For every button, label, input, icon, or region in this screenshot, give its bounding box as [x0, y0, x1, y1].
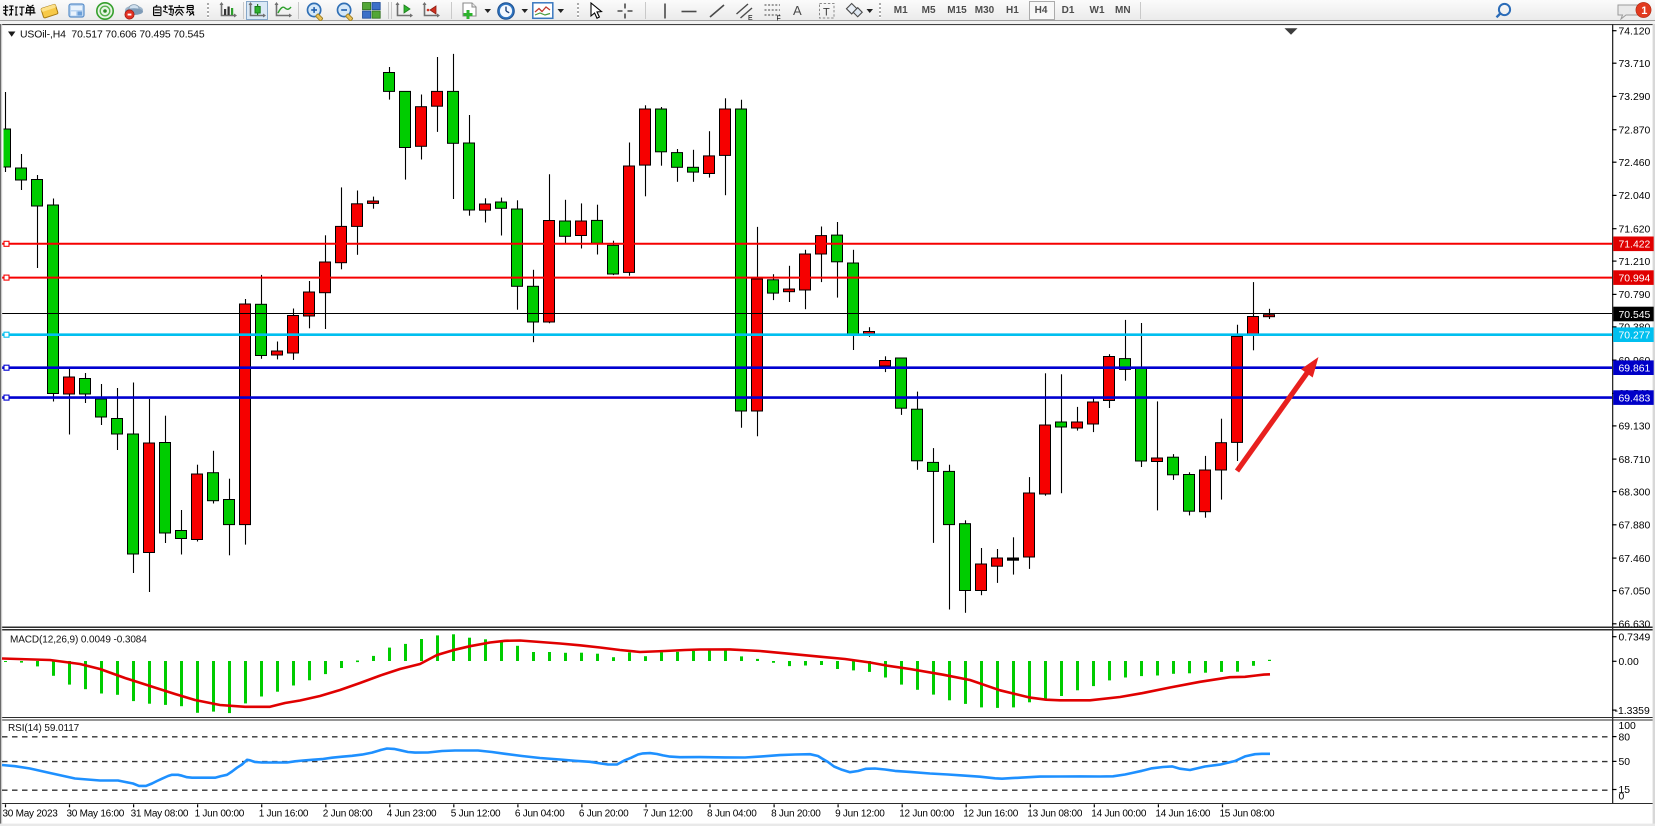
svg-text:8 Jun 04:00: 8 Jun 04:00 [707, 809, 757, 820]
svg-text:71.210: 71.210 [1619, 257, 1651, 268]
svg-text:30 May 16:00: 30 May 16:00 [67, 809, 125, 820]
svg-text:70.545: 70.545 [1619, 310, 1651, 321]
svg-text:70.277: 70.277 [1619, 331, 1651, 342]
svg-text:72.040: 72.040 [1619, 191, 1651, 202]
svg-text:0: 0 [1619, 791, 1625, 802]
svg-text:1 Jun 16:00: 1 Jun 16:00 [259, 809, 309, 820]
svg-text:1: 1 [1641, 5, 1647, 17]
svg-text:-1.3359: -1.3359 [1615, 706, 1650, 717]
svg-text:0.7349: 0.7349 [1619, 632, 1651, 643]
svg-text:67.050: 67.050 [1619, 586, 1651, 597]
svg-text:2 Jun 08:00: 2 Jun 08:00 [323, 809, 373, 820]
svg-text:100: 100 [1619, 721, 1637, 732]
svg-text:70.790: 70.790 [1619, 290, 1651, 301]
svg-text:72.870: 72.870 [1619, 125, 1651, 136]
svg-text:13 Jun 08:00: 13 Jun 08:00 [1027, 809, 1083, 820]
svg-text:66.630: 66.630 [1619, 620, 1651, 631]
svg-text:74.120: 74.120 [1619, 26, 1651, 37]
svg-text:30 May 2023: 30 May 2023 [3, 809, 59, 820]
svg-text:E: E [748, 15, 753, 21]
svg-text:68.710: 68.710 [1619, 455, 1651, 466]
svg-text:50: 50 [1619, 757, 1631, 768]
svg-text:RSI(14) 59.0117: RSI(14) 59.0117 [8, 723, 80, 734]
svg-text:69.483: 69.483 [1619, 393, 1651, 404]
svg-text:15 Jun 08:00: 15 Jun 08:00 [1220, 809, 1276, 820]
svg-text:1 Jun 00:00: 1 Jun 00:00 [195, 809, 245, 820]
svg-text:12 Jun 00:00: 12 Jun 00:00 [899, 809, 955, 820]
svg-text:14 Jun 00:00: 14 Jun 00:00 [1091, 809, 1147, 820]
svg-text:14 Jun 16:00: 14 Jun 16:00 [1155, 809, 1211, 820]
svg-text:73.710: 73.710 [1619, 59, 1651, 70]
svg-text:MACD(12,26,9) 0.0049 -0.3084: MACD(12,26,9) 0.0049 -0.3084 [10, 635, 147, 646]
svg-text:6 Jun 04:00: 6 Jun 04:00 [515, 809, 565, 820]
svg-text:71.620: 71.620 [1619, 224, 1651, 235]
svg-text:4 Jun 23:00: 4 Jun 23:00 [387, 809, 437, 820]
svg-text:71.422: 71.422 [1619, 240, 1651, 251]
svg-text:69.861: 69.861 [1619, 364, 1651, 375]
svg-text:7 Jun 12:00: 7 Jun 12:00 [643, 809, 693, 820]
svg-text:F: F [777, 16, 781, 22]
svg-text:T: T [823, 7, 830, 19]
svg-text:69.130: 69.130 [1619, 422, 1651, 433]
svg-text:0.00: 0.00 [1619, 657, 1639, 668]
svg-text:31 May 08:00: 31 May 08:00 [131, 809, 189, 820]
svg-text:8 Jun 20:00: 8 Jun 20:00 [771, 809, 821, 820]
svg-text:70.994: 70.994 [1619, 273, 1651, 284]
svg-text:9 Jun 12:00: 9 Jun 12:00 [835, 809, 885, 820]
svg-text:68.300: 68.300 [1619, 487, 1651, 498]
svg-text:73.290: 73.290 [1619, 92, 1651, 103]
svg-text:15: 15 [1619, 785, 1631, 796]
svg-text:67.460: 67.460 [1619, 554, 1651, 565]
svg-text:72.460: 72.460 [1619, 158, 1651, 169]
svg-text:12 Jun 16:00: 12 Jun 16:00 [963, 809, 1019, 820]
svg-text:80: 80 [1619, 732, 1631, 743]
svg-text:67.880: 67.880 [1619, 521, 1651, 532]
svg-text:6 Jun 20:00: 6 Jun 20:00 [579, 809, 629, 820]
svg-text:5 Jun 12:00: 5 Jun 12:00 [451, 809, 501, 820]
svg-text:USOil-,H4 70.517 70.606 70.49: USOil-,H4 70.517 70.606 70.495 70.545 [20, 30, 205, 41]
